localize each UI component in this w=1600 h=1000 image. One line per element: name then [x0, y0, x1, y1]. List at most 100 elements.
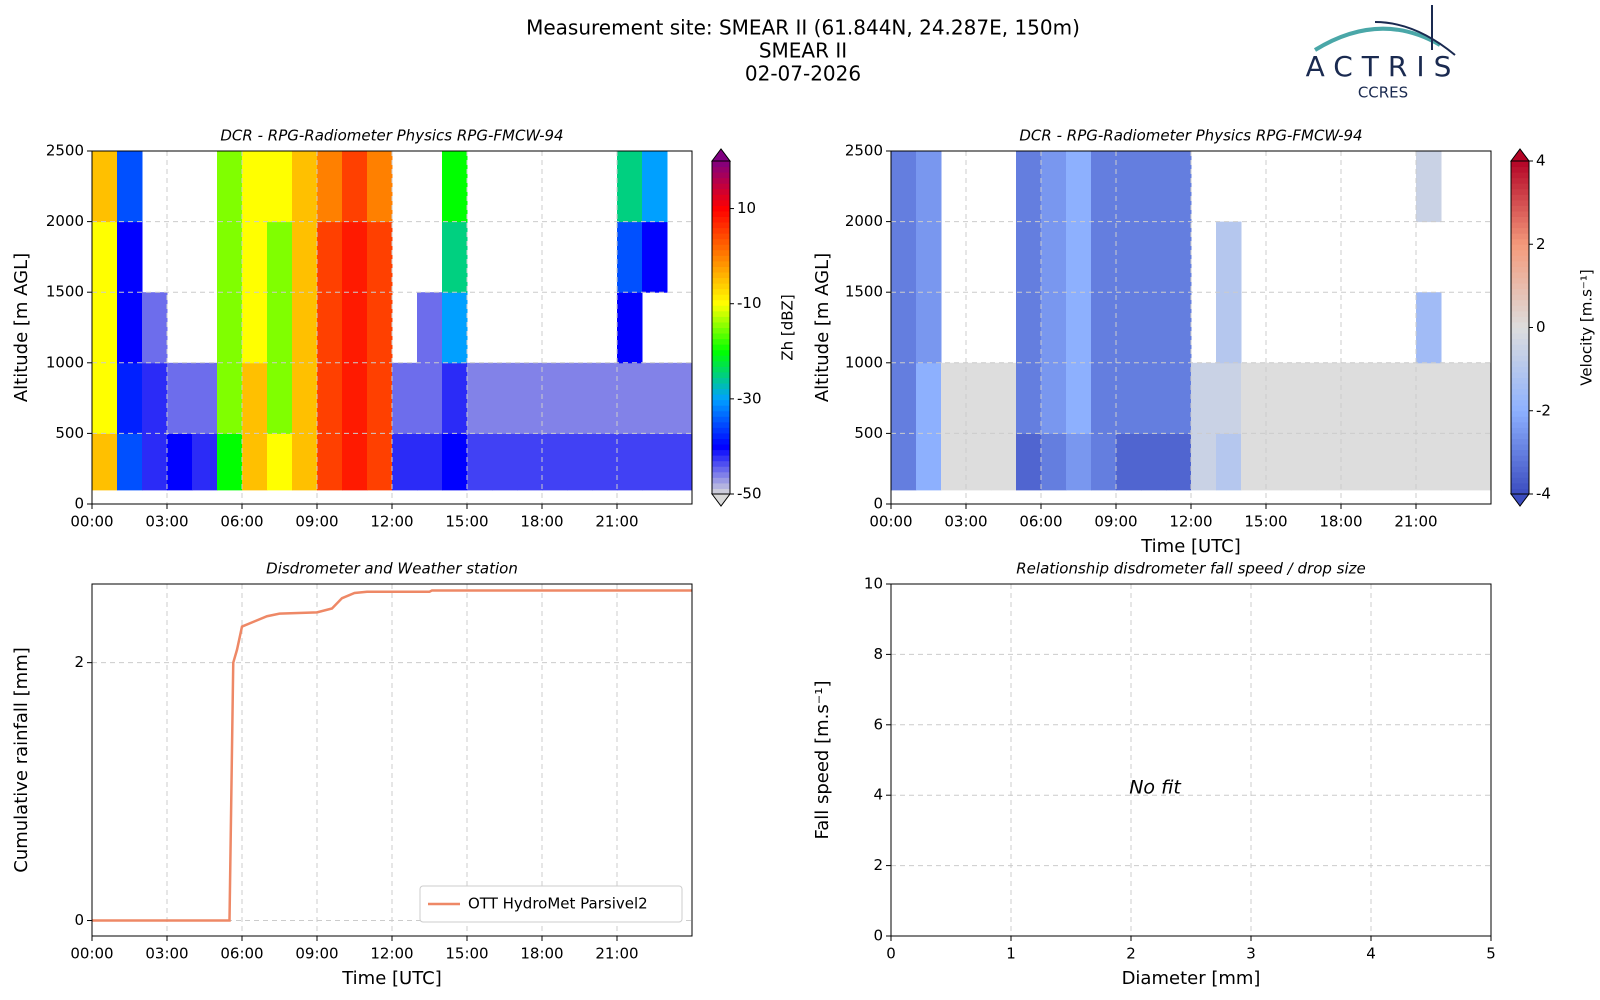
x-tick-label: 12:00: [1169, 513, 1212, 531]
heatmap-cell: [1366, 362, 1392, 434]
colorbar-segment: [712, 416, 730, 423]
colorbar-segment: [1511, 394, 1529, 401]
heatmap-cell: [891, 151, 917, 223]
heatmap-cell: [267, 151, 293, 223]
x-tick-label: 12:00: [370, 513, 413, 531]
colorbar-segment: [712, 166, 730, 173]
x-tick-label: 1: [1006, 945, 1016, 963]
x-tick-label: 21:00: [1394, 513, 1437, 531]
heatmap-cell: [1316, 433, 1342, 491]
logo-sub: CCRES: [1358, 84, 1408, 102]
colorbar-segment: [1511, 366, 1529, 373]
heatmap-cell: [192, 362, 218, 434]
x-tick-label: 03:00: [944, 513, 987, 531]
y-tick-label: 1000: [845, 353, 883, 371]
colorbar-segment: [1511, 260, 1529, 267]
heatmap-cell: [117, 151, 143, 223]
heatmap-cell: [467, 362, 493, 434]
y-tick-label: 2: [873, 856, 883, 874]
colorbar-segment: [1511, 338, 1529, 345]
heatmap-cell: [292, 151, 318, 223]
heatmap-cell: [1366, 433, 1392, 491]
colorbar-segment: [1511, 227, 1529, 234]
heatmap-cell: [92, 221, 118, 293]
heatmap-cell: [617, 151, 643, 223]
header-line: Measurement site: SMEAR II (61.844N, 24.…: [526, 16, 1080, 40]
heatmap-cell: [1116, 292, 1142, 364]
colorbar-segment: [1511, 183, 1529, 190]
heatmap-cell: [1416, 151, 1442, 223]
panel-title: Relationship disdrometer fall speed / dr…: [1016, 560, 1366, 578]
colorbar-segment: [1511, 305, 1529, 312]
heatmap-cell: [217, 433, 243, 491]
heatmap-cell: [117, 362, 143, 434]
colorbar-segment: [712, 216, 730, 223]
heatmap-cell: [342, 292, 368, 364]
heatmap-cell: [617, 221, 643, 293]
colorbar-segment: [1511, 266, 1529, 273]
panel-title: DCR - RPG-Radiometer Physics RPG-FMCW-94: [1019, 127, 1362, 145]
colorbar-segment: [712, 199, 730, 206]
header-line: 02-07-2026: [745, 62, 861, 86]
y-tick-label: 0: [74, 495, 84, 513]
colorbar-segment: [712, 388, 730, 395]
colorbar-segment: [712, 366, 730, 373]
heatmap-cell: [542, 433, 568, 491]
colorbar-tick-label: -30: [737, 389, 762, 407]
colorbar-extend: [1510, 493, 1530, 507]
heatmap-cell: [1291, 433, 1317, 491]
heatmap-cell: [592, 362, 618, 434]
heatmap-cell: [292, 292, 318, 364]
colorbar-segment: [1511, 416, 1529, 423]
heatmap-cell: [991, 433, 1017, 491]
heatmap-cell: [1041, 362, 1067, 434]
heatmap-cell: [1016, 292, 1042, 364]
colorbar-segment: [712, 466, 730, 473]
colorbar-segment: [1511, 333, 1529, 340]
heatmap-cell: [342, 433, 368, 491]
x-tick-label: 15:00: [445, 945, 488, 963]
colorbar-segment: [712, 205, 730, 212]
colorbar-segment: [712, 427, 730, 434]
x-tick-label: 06:00: [1019, 513, 1062, 531]
y-tick-label: 1000: [46, 353, 84, 371]
heatmap-cell: [941, 433, 967, 491]
heatmap-cell: [117, 433, 143, 491]
colorbar-segment: [1511, 455, 1529, 462]
colorbar-segment: [1511, 321, 1529, 328]
heatmap-cell: [267, 221, 293, 293]
heatmap-cell: [242, 362, 268, 434]
colorbar-segment: [712, 161, 730, 168]
heatmap-cell: [891, 433, 917, 491]
panel-title: Disdrometer and Weather station: [266, 560, 518, 578]
colorbar-segment: [1511, 199, 1529, 206]
colorbar-segment: [712, 194, 730, 201]
heatmap-cell: [1166, 362, 1192, 434]
y-tick-label: 2500: [46, 142, 84, 160]
heatmap-cell: [392, 362, 418, 434]
heatmap-cell: [1116, 221, 1142, 293]
colorbar-segment: [712, 316, 730, 323]
colorbar-segment: [712, 399, 730, 406]
colorbar-tick-label: 2: [1536, 235, 1546, 253]
y-tick-label: 8: [873, 645, 883, 663]
colorbar-segment: [1511, 355, 1529, 362]
colorbar-segment: [1511, 216, 1529, 223]
y-tick-label: 1500: [845, 283, 883, 301]
colorbar-segment: [1511, 477, 1529, 484]
colorbar-tick-label: -50: [737, 485, 762, 503]
x-axis-label: Diameter [mm]: [1122, 968, 1261, 989]
heatmap-cell: [1191, 433, 1217, 491]
heatmap-cell: [991, 362, 1017, 434]
colorbar-segment: [1511, 244, 1529, 251]
y-tick-label: 6: [873, 715, 883, 733]
colorbar-segment: [1511, 388, 1529, 395]
heatmap-cell: [1091, 433, 1117, 491]
colorbar-tick-label: 10: [737, 199, 756, 217]
colorbar-segment: [712, 444, 730, 451]
heatmap-cell: [1041, 151, 1067, 223]
x-tick-label: 09:00: [1094, 513, 1137, 531]
colorbar-segment: [712, 360, 730, 367]
y-tick-label: 0: [74, 911, 84, 929]
colorbar-segment: [1511, 327, 1529, 334]
